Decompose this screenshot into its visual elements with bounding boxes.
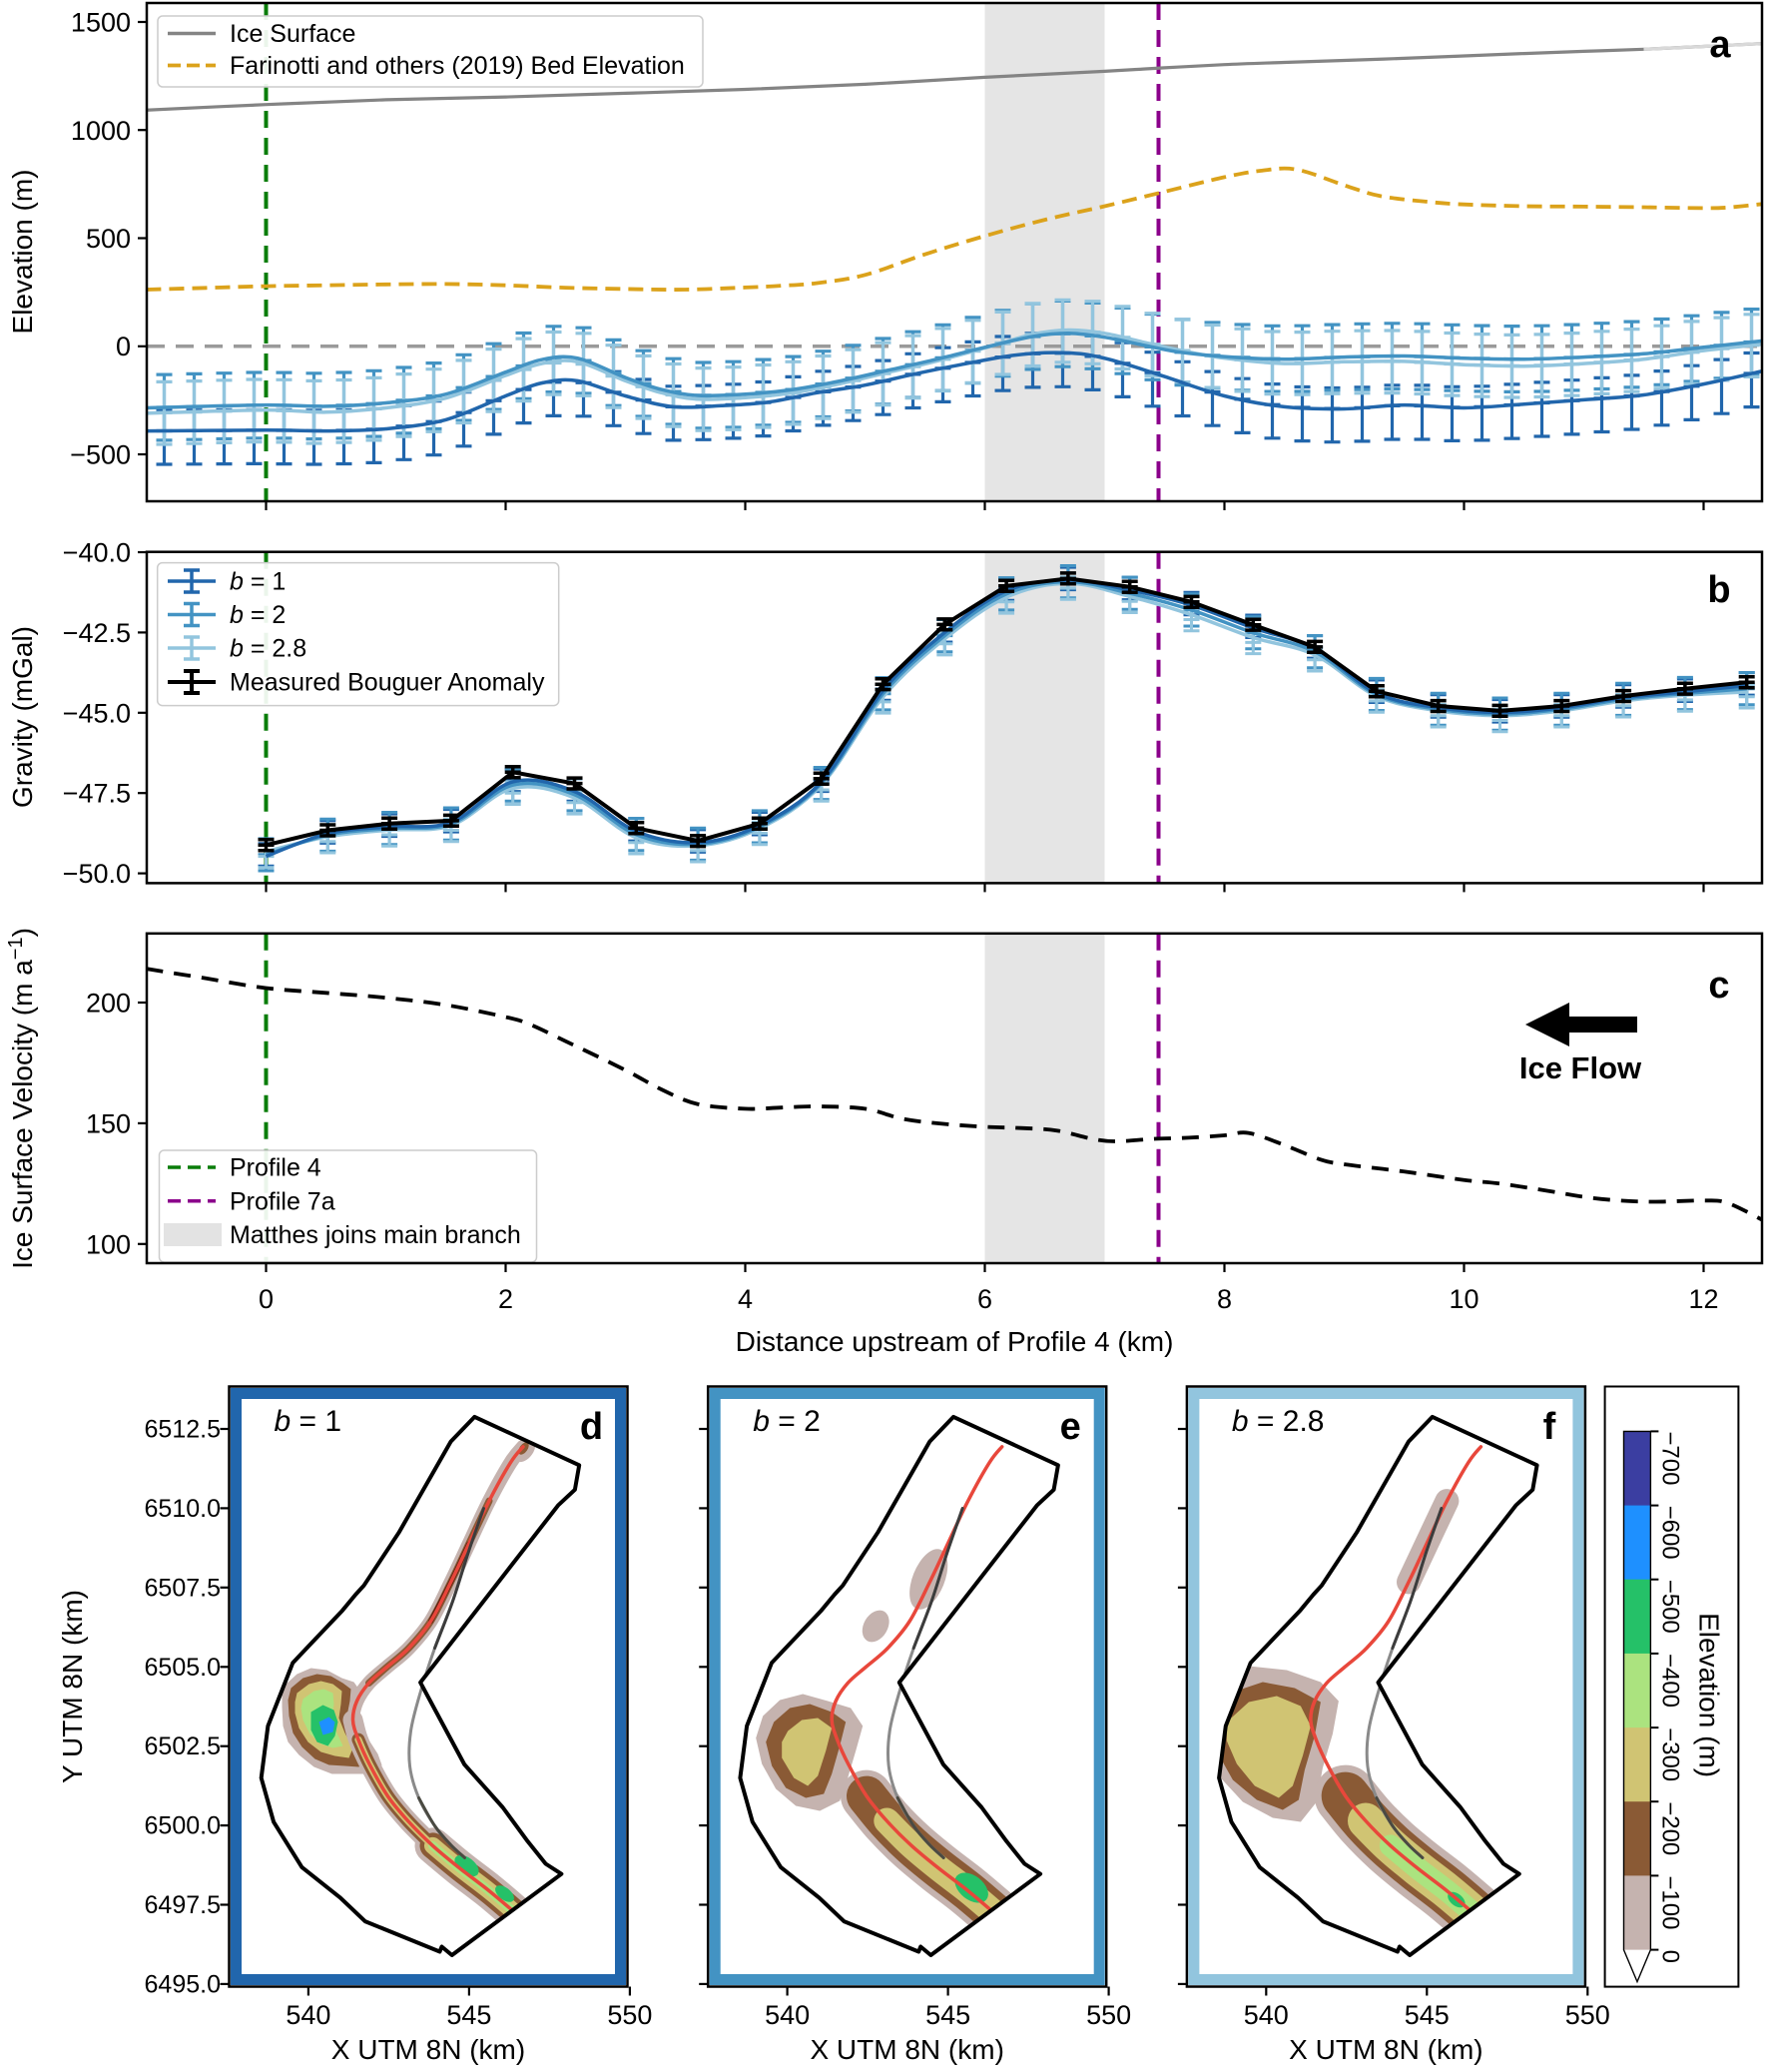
- svg-text:b = 2.8: b = 2.8: [230, 635, 306, 663]
- svg-text:550: 550: [1086, 2000, 1131, 2030]
- svg-text:−45.0: −45.0: [63, 698, 131, 728]
- svg-text:6510.0: 6510.0: [145, 1495, 221, 1523]
- svg-text:Ice Surface Velocity (m a−1): Ice Surface Velocity (m a−1): [5, 928, 38, 1269]
- svg-text:6502.5: 6502.5: [145, 1732, 221, 1760]
- svg-text:200: 200: [86, 989, 131, 1019]
- svg-text:−500: −500: [1657, 1580, 1684, 1634]
- svg-text:b = 2: b = 2: [753, 1405, 821, 1438]
- svg-text:b = 2: b = 2: [230, 601, 286, 629]
- svg-text:6: 6: [977, 1284, 992, 1314]
- svg-text:b: b: [1707, 569, 1730, 611]
- svg-text:0: 0: [259, 1284, 274, 1314]
- svg-text:550: 550: [1565, 2000, 1610, 2030]
- svg-text:b = 1: b = 1: [230, 568, 286, 596]
- svg-text:100: 100: [86, 1229, 131, 1259]
- svg-text:0: 0: [116, 332, 131, 361]
- svg-text:6495.0: 6495.0: [145, 1970, 221, 1998]
- svg-text:540: 540: [765, 2000, 810, 2030]
- svg-text:Matthes joins main branch: Matthes joins main branch: [230, 1221, 521, 1249]
- svg-text:X UTM 8N (km): X UTM 8N (km): [331, 2034, 525, 2065]
- svg-text:X UTM 8N (km): X UTM 8N (km): [810, 2034, 1003, 2065]
- svg-text:2: 2: [498, 1284, 513, 1314]
- svg-text:Distance upstream of Profile 4: Distance upstream of Profile 4 (km): [736, 1326, 1174, 1357]
- svg-text:−50.0: −50.0: [63, 859, 131, 889]
- svg-text:−700: −700: [1657, 1431, 1684, 1485]
- svg-text:540: 540: [1244, 2000, 1289, 2030]
- svg-text:8: 8: [1217, 1284, 1232, 1314]
- svg-text:Elevation (m): Elevation (m): [7, 170, 38, 335]
- svg-text:545: 545: [925, 2000, 970, 2030]
- svg-text:−200: −200: [1657, 1801, 1684, 1855]
- svg-text:6507.5: 6507.5: [145, 1574, 221, 1602]
- svg-text:c: c: [1708, 965, 1729, 1007]
- svg-text:540: 540: [286, 2000, 330, 2030]
- svg-text:545: 545: [446, 2000, 491, 2030]
- svg-text:Elevation (m): Elevation (m): [1694, 1613, 1725, 1777]
- svg-text:a: a: [1709, 24, 1731, 66]
- svg-text:6500.0: 6500.0: [145, 1812, 221, 1840]
- svg-text:6497.5: 6497.5: [145, 1891, 221, 1919]
- svg-text:12: 12: [1688, 1284, 1718, 1314]
- svg-text:Measured Bouguer Anomaly: Measured Bouguer Anomaly: [230, 669, 545, 697]
- svg-text:f: f: [1543, 1406, 1556, 1448]
- svg-text:Gravity (mGal): Gravity (mGal): [7, 626, 38, 808]
- svg-text:b = 1: b = 1: [275, 1405, 342, 1438]
- svg-text:545: 545: [1405, 2000, 1450, 2030]
- svg-text:−400: −400: [1657, 1654, 1684, 1708]
- svg-text:1500: 1500: [71, 8, 131, 38]
- svg-text:−600: −600: [1657, 1506, 1684, 1560]
- svg-text:e: e: [1060, 1406, 1081, 1448]
- svg-text:Profile 7a: Profile 7a: [230, 1187, 335, 1215]
- svg-text:−300: −300: [1657, 1727, 1684, 1781]
- svg-text:−47.5: −47.5: [63, 779, 131, 809]
- svg-text:d: d: [580, 1406, 603, 1448]
- svg-text:4: 4: [738, 1284, 753, 1314]
- svg-text:−42.5: −42.5: [63, 618, 131, 648]
- svg-text:b = 2.8: b = 2.8: [1232, 1405, 1325, 1438]
- svg-text:Y UTM 8N (km): Y UTM 8N (km): [57, 1590, 88, 1783]
- svg-text:−500: −500: [70, 440, 131, 470]
- svg-text:500: 500: [86, 224, 131, 254]
- svg-text:X UTM 8N (km): X UTM 8N (km): [1289, 2034, 1482, 2065]
- svg-text:0: 0: [1657, 1950, 1684, 1963]
- svg-text:Farinotti and others (2019) Be: Farinotti and others (2019) Bed Elevatio…: [230, 52, 685, 80]
- svg-text:1000: 1000: [71, 116, 131, 146]
- svg-text:550: 550: [607, 2000, 652, 2030]
- svg-text:Ice Surface: Ice Surface: [230, 20, 355, 48]
- svg-text:−40.0: −40.0: [63, 538, 131, 568]
- svg-text:150: 150: [86, 1108, 131, 1138]
- svg-text:Profile 4: Profile 4: [230, 1154, 321, 1182]
- svg-text:6512.5: 6512.5: [145, 1416, 221, 1444]
- svg-text:Ice Flow: Ice Flow: [1519, 1050, 1642, 1085]
- svg-text:−100: −100: [1657, 1875, 1684, 1929]
- svg-text:10: 10: [1449, 1284, 1478, 1314]
- svg-text:6505.0: 6505.0: [145, 1654, 221, 1682]
